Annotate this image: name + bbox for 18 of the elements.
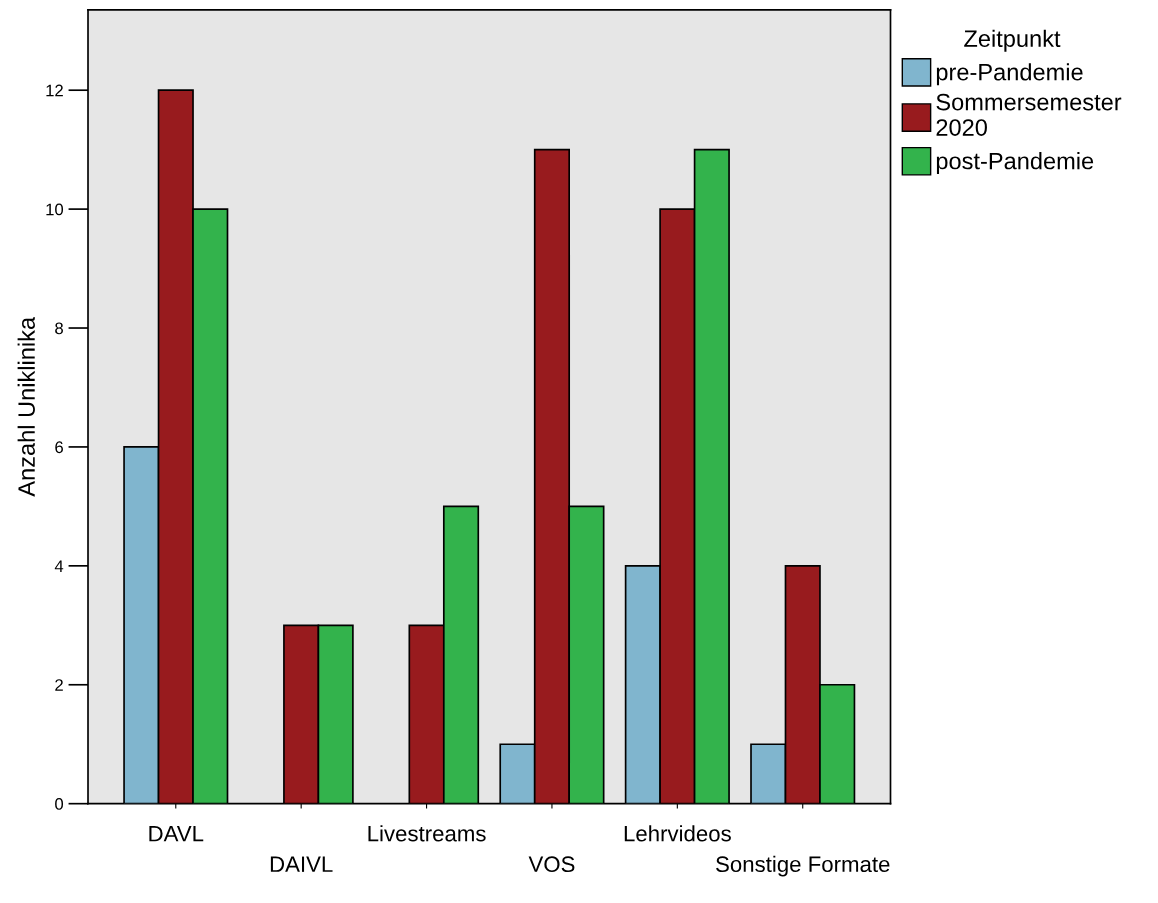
y-tick-label: 8: [55, 322, 63, 335]
x-tick-label: Lehrvideos: [624, 825, 731, 842]
y-tick-label: 0: [55, 798, 64, 810]
y-tick-label: 6: [55, 441, 63, 454]
x-tick-label: Livestreams: [368, 825, 486, 842]
x-tick-label: DAIVL: [270, 856, 333, 872]
legend-title: Zeitpunkt: [964, 29, 1061, 52]
legend-label: Sommersemester 2020: [936, 93, 1122, 136]
legend-label: pre-Pandemie: [936, 63, 1083, 86]
x-tick-label: DAVL: [149, 826, 204, 842]
y-tick-label: 12: [46, 84, 63, 97]
x-tick-label: Sonstige Formate: [716, 855, 890, 877]
y-tick-label: 10: [46, 203, 64, 216]
y-tick-label: 4: [54, 560, 64, 572]
x-tick-label: VOS: [528, 856, 575, 873]
legend-label: post-Pandemie: [936, 152, 1094, 175]
y-axis-title: Anzahl Uniklinika: [17, 316, 35, 497]
y-tick-label: 2: [55, 679, 63, 691]
